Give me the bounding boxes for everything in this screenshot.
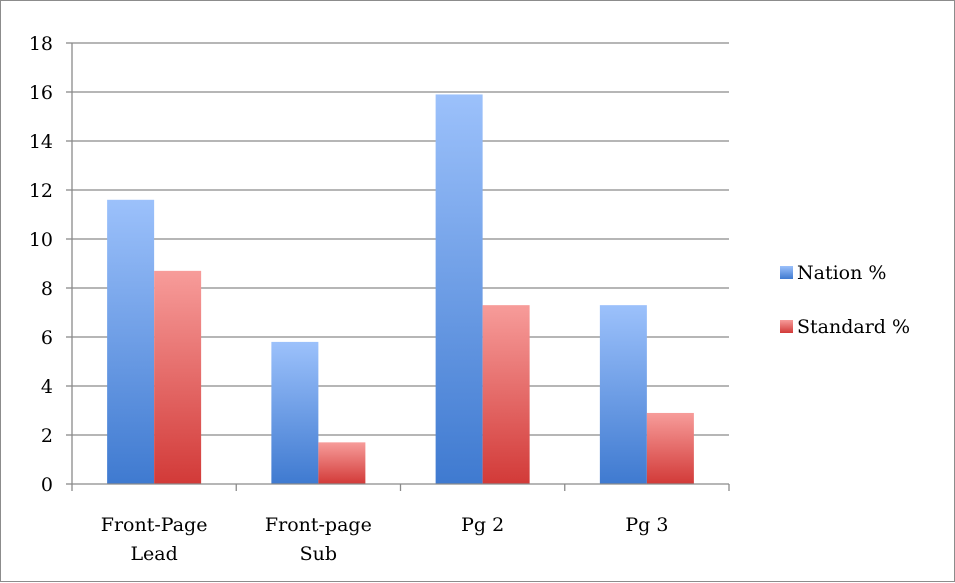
y-tick-label: 4 — [41, 376, 53, 398]
legend-swatch-standard — [780, 320, 793, 333]
bar-nation-1 — [107, 199, 155, 485]
bars — [107, 94, 694, 485]
x-category-label: Lead — [130, 543, 177, 565]
x-category-label: Front-Page — [101, 514, 208, 536]
axes — [66, 42, 730, 491]
y-tick-label: 14 — [29, 131, 53, 153]
bar-standard-2 — [318, 442, 366, 484]
bar-nation-3 — [435, 94, 483, 484]
x-category-label: Front-page — [265, 514, 372, 536]
y-tick-label: 2 — [41, 425, 53, 447]
bar-nation-2 — [271, 341, 319, 484]
legend: Nation % Standard % — [780, 262, 910, 338]
axis-labels: 0 2 4 6 8 10 12 14 16 18 Front-Page Lead Front-page S… — [29, 33, 669, 565]
x-category-label: Pg 3 — [625, 514, 668, 536]
x-category-label: Pg 2 — [461, 514, 504, 536]
bar-standard-4 — [646, 412, 694, 484]
bar-standard-3 — [482, 305, 530, 484]
legend-swatch-nation — [780, 266, 793, 279]
y-tick-label: 0 — [41, 474, 53, 496]
y-tick-label: 6 — [41, 327, 53, 349]
y-tick-label: 18 — [29, 33, 53, 55]
legend-label-standard: Standard % — [797, 316, 910, 338]
y-tick-label: 12 — [29, 180, 53, 202]
bar-nation-4 — [599, 305, 647, 484]
y-tick-label: 10 — [29, 229, 53, 251]
x-category-label: Sub — [300, 543, 337, 565]
y-tick-label: 8 — [41, 278, 53, 300]
y-tick-label: 16 — [29, 82, 53, 104]
bar-standard-1 — [154, 270, 202, 484]
legend-label-nation: Nation % — [797, 262, 886, 284]
